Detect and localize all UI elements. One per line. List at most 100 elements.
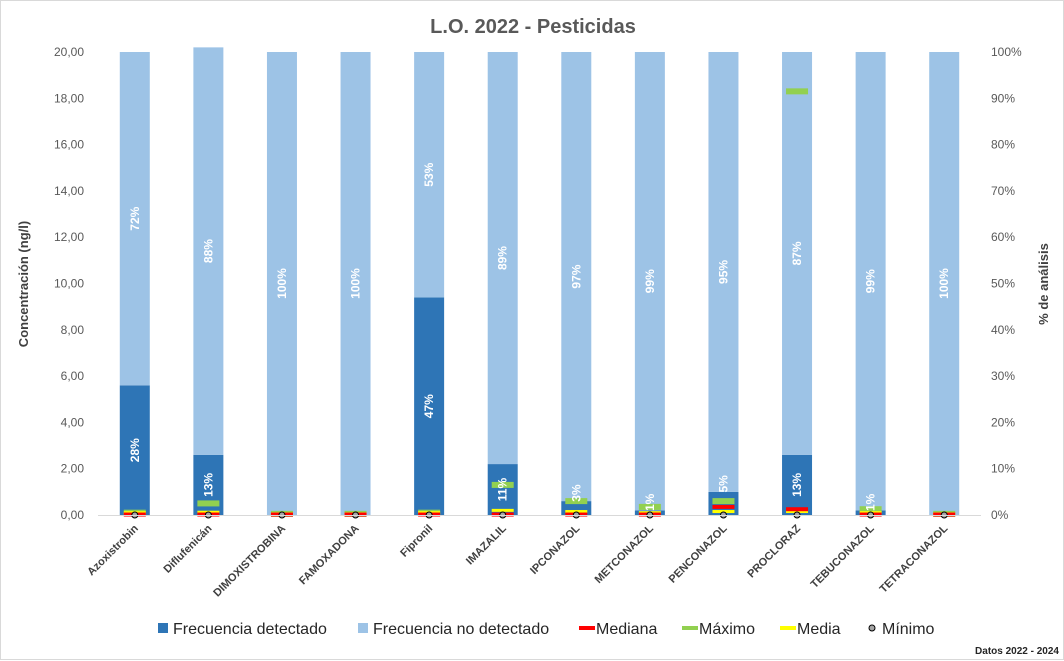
y-axis-right: 0% 10% 20% 30% 40% 50% 60% 70% 80% 90% 100%: [991, 45, 1022, 522]
label-not-detected: 99%: [864, 269, 878, 293]
markers: 28% 72% 13% 88% 100% 100% 47% 53% 11% 89% 3% 97% 1% 9…: [123, 88, 956, 519]
label-not-detected: 95%: [716, 260, 730, 284]
bar-not-detected: [708, 52, 739, 492]
legend-item: Frecuencia detectado: [158, 621, 327, 638]
bar-detected: [487, 464, 518, 515]
legend: Frecuencia detectado Frecuencia no detect…: [158, 621, 935, 638]
label-not-detected: 97%: [569, 264, 583, 288]
x-tick-label: METCONAZOL: [593, 522, 657, 586]
label-detected: 47%: [422, 394, 436, 418]
legend-label: Frecuencia no detectado: [373, 621, 549, 638]
y-tick-label: 10,00: [54, 277, 84, 291]
bar-not-detected: [340, 52, 371, 515]
marker-max: [197, 500, 220, 507]
bar-not-detected: [193, 47, 224, 455]
label-not-detected: 88%: [201, 239, 215, 263]
y2-tick-label: 50%: [991, 277, 1015, 291]
y2-tick-label: 90%: [991, 91, 1015, 105]
label-detected: 13%: [201, 473, 215, 497]
x-tick-label: PROCLORAZ: [745, 522, 803, 580]
legend-item: Mínimo: [868, 621, 935, 638]
y2-tick-label: 30%: [991, 369, 1015, 383]
legend-swatch: [682, 626, 698, 630]
x-tick-label: DIMOXISTROBINA: [211, 523, 288, 600]
y-axis-title: Concentración (ng/l): [16, 221, 31, 347]
legend-item: Frecuencia no detectado: [358, 621, 549, 638]
y2-tick-label: 80%: [991, 138, 1015, 152]
y-tick-label: 18,00: [54, 91, 84, 105]
legend-label: Mínimo: [882, 621, 935, 638]
y2-tick-label: 70%: [991, 184, 1015, 198]
y2-axis-title: % de análisis: [1036, 243, 1051, 325]
marker-max: [565, 498, 588, 505]
label-detected: 13%: [790, 473, 804, 497]
bars: [119, 47, 960, 515]
legend-swatch: [158, 623, 168, 633]
footnote: Datos 2022 - 2024: [975, 646, 1059, 657]
x-tick-label: IMAZALIL: [464, 522, 509, 567]
label-detected: 5%: [716, 475, 730, 493]
y2-tick-label: 0%: [991, 508, 1009, 522]
bar-not-detected: [782, 52, 813, 455]
label-detected: 1%: [864, 493, 878, 511]
y2-tick-label: 40%: [991, 323, 1015, 337]
label-detected: 11%: [496, 478, 510, 502]
marker-mean: [491, 508, 514, 512]
y2-tick-label: 60%: [991, 230, 1015, 244]
label-detected: 1%: [643, 493, 657, 511]
y-tick-label: 14,00: [54, 184, 84, 198]
bar-not-detected: [855, 52, 886, 511]
y-tick-label: 2,00: [61, 462, 85, 476]
label-not-detected: 100%: [275, 268, 289, 299]
marker-max: [859, 506, 882, 513]
y-tick-label: 20,00: [54, 45, 84, 59]
x-tick-label: TETRACONAZOL: [877, 522, 950, 595]
y-tick-label: 6,00: [61, 369, 85, 383]
bar-not-detected: [929, 52, 960, 515]
y2-tick-label: 20%: [991, 415, 1015, 429]
bar-not-detected: [266, 52, 297, 515]
x-tick-label: FAMOXADONA: [297, 523, 362, 588]
y2-tick-label: 100%: [991, 45, 1022, 59]
legend-swatch: [868, 624, 876, 632]
x-tick-label: Azoxistrobin: [85, 522, 141, 578]
label-detected: 28%: [128, 438, 142, 462]
bar-not-detected: [414, 52, 445, 298]
y2-tick-label: 10%: [991, 462, 1015, 476]
y-tick-label: 0,00: [61, 508, 85, 522]
legend-label: Máximo: [699, 621, 755, 638]
x-tick-label: Fipronil: [398, 523, 435, 560]
marker-max: [638, 503, 661, 510]
marker-max: [786, 88, 809, 95]
marker-max: [491, 481, 514, 488]
label-not-detected: 89%: [496, 246, 510, 270]
label-not-detected: 53%: [422, 162, 436, 186]
marker-median: [786, 507, 809, 512]
chart-title: L.O. 2022 - Pesticidas: [430, 16, 636, 38]
label-not-detected: 99%: [643, 269, 657, 293]
label-detected: 3%: [569, 484, 583, 502]
marker-median: [712, 504, 735, 509]
x-tick-label: IPCONAZOL: [528, 522, 582, 576]
bar-not-detected: [487, 52, 518, 465]
legend-item: Media: [780, 621, 841, 638]
label-not-detected: 100%: [937, 268, 951, 299]
y-tick-label: 12,00: [54, 230, 84, 244]
bar-detected: [119, 385, 150, 515]
bar-detected: [414, 297, 445, 515]
legend-label: Mediana: [596, 621, 657, 638]
legend-label: Media: [797, 621, 841, 638]
y-tick-label: 4,00: [61, 415, 85, 429]
legend-item: Mediana: [579, 621, 657, 638]
bar-not-detected: [634, 52, 665, 511]
y-tick-label: 16,00: [54, 138, 84, 152]
legend-swatch: [579, 626, 595, 630]
label-not-detected: 72%: [128, 206, 142, 230]
label-not-detected: 100%: [349, 268, 363, 299]
legend-swatch: [780, 626, 796, 630]
marker-max: [712, 498, 735, 505]
x-tick-label: PENCONAZOL: [667, 522, 730, 585]
y-tick-label: 8,00: [61, 323, 85, 337]
